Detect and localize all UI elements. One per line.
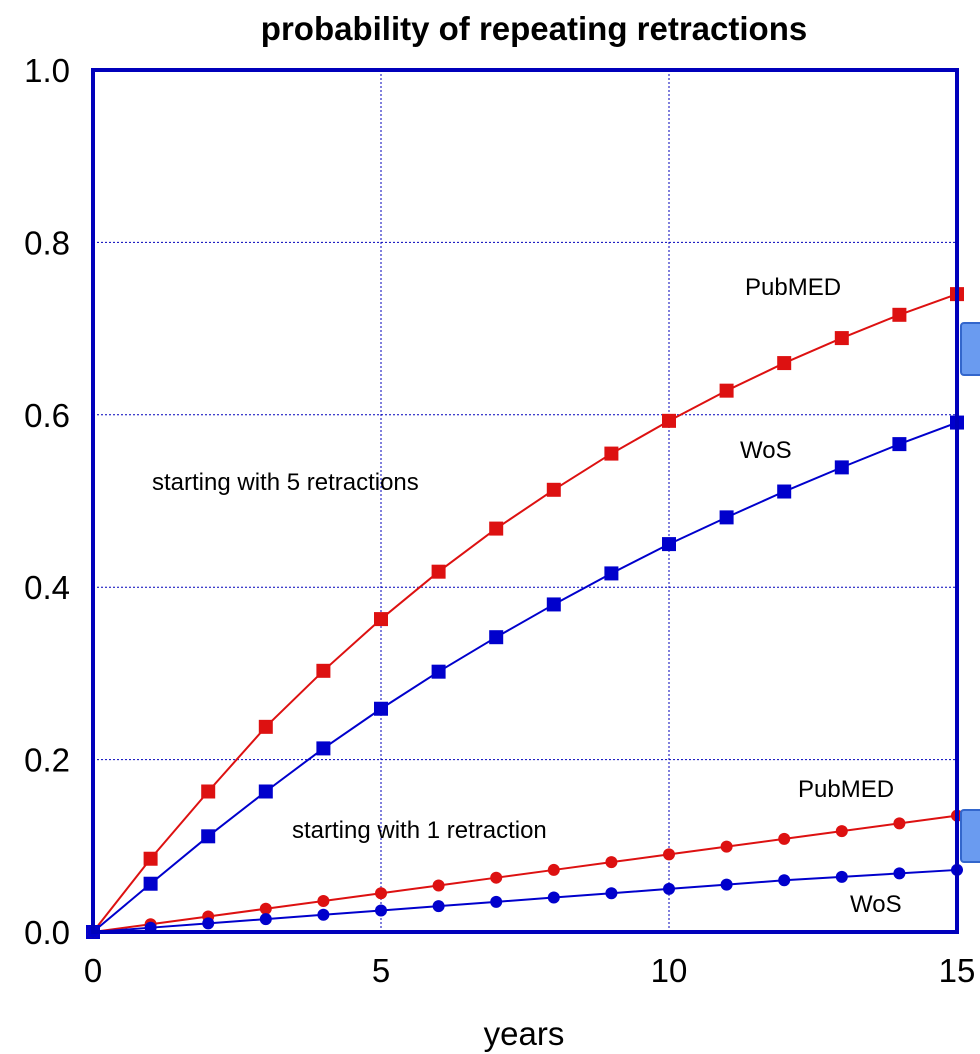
data-point xyxy=(489,630,504,645)
y-tick-label: 0.6 xyxy=(24,397,70,434)
series-lines xyxy=(92,293,958,933)
data-point xyxy=(375,904,387,917)
x-axis-ticks: 0 5 10 15 xyxy=(84,952,976,989)
label-wos-1: WoS xyxy=(850,891,902,918)
label-pubmed-1: PubMED xyxy=(798,776,894,803)
chart-title: probability of repeating retractions xyxy=(261,10,807,47)
data-point xyxy=(431,664,446,679)
data-point xyxy=(663,848,675,861)
gridlines xyxy=(93,70,957,932)
data-point xyxy=(604,446,619,461)
data-point xyxy=(662,537,676,552)
data-point xyxy=(489,521,504,536)
data-point xyxy=(604,566,619,581)
data-point xyxy=(777,484,792,499)
x-tick-label: 10 xyxy=(651,952,688,989)
data-point xyxy=(605,887,618,900)
data-point xyxy=(892,437,907,452)
data-point xyxy=(834,331,849,346)
data-point xyxy=(201,829,216,844)
data-point xyxy=(490,871,503,884)
data-point xyxy=(778,832,791,845)
series-markers xyxy=(86,287,964,939)
y-tick-label: 1.0 xyxy=(24,52,70,89)
data-point xyxy=(547,891,560,904)
data-point xyxy=(317,908,330,921)
series-line-2 xyxy=(92,814,958,933)
y-tick-label: 0.4 xyxy=(24,569,70,606)
data-point xyxy=(317,894,330,907)
data-point xyxy=(259,913,272,926)
data-point xyxy=(258,784,273,799)
data-point xyxy=(201,784,216,799)
clipped-callout-upper xyxy=(960,322,980,376)
plot-frame xyxy=(91,68,959,934)
data-point xyxy=(835,825,848,838)
x-tick-label: 15 xyxy=(939,952,976,989)
data-point xyxy=(143,876,158,891)
annotation-5-retractions: starting with 5 retractions xyxy=(152,469,419,496)
series-line-0 xyxy=(92,293,958,933)
series-line-3 xyxy=(92,868,958,933)
data-point xyxy=(202,917,215,930)
data-point xyxy=(432,879,445,892)
data-point xyxy=(316,741,331,756)
data-point xyxy=(546,597,561,612)
data-point xyxy=(259,902,272,915)
y-axis-ticks: 0.0 0.2 0.4 0.6 0.8 1.0 xyxy=(24,52,70,951)
data-point xyxy=(374,701,388,716)
data-point xyxy=(490,895,503,908)
data-point xyxy=(143,851,158,866)
data-point xyxy=(720,840,733,853)
annotation-1-retraction: starting with 1 retraction xyxy=(292,817,547,844)
data-point xyxy=(835,870,848,883)
data-point xyxy=(893,817,906,830)
x-axis-label: years xyxy=(484,1015,565,1052)
data-point xyxy=(605,856,618,869)
y-tick-label: 0.8 xyxy=(24,224,70,261)
data-point xyxy=(777,356,792,371)
data-point xyxy=(431,564,446,579)
data-point xyxy=(719,383,734,398)
data-point xyxy=(432,900,445,913)
data-point xyxy=(374,612,388,627)
data-point xyxy=(892,307,907,322)
data-point xyxy=(719,510,734,525)
label-pubmed-5: PubMED xyxy=(745,274,841,301)
data-point xyxy=(316,663,331,678)
data-point xyxy=(375,887,387,900)
y-tick-label: 0.0 xyxy=(24,914,70,951)
data-point xyxy=(720,878,733,891)
data-point xyxy=(662,413,676,428)
data-point xyxy=(834,460,849,475)
data-point xyxy=(546,482,561,497)
x-tick-label: 5 xyxy=(372,952,390,989)
x-tick-label: 0 xyxy=(84,952,102,989)
series-line-1 xyxy=(92,421,958,933)
y-tick-label: 0.2 xyxy=(24,742,70,779)
data-point xyxy=(258,719,273,734)
label-wos-5: WoS xyxy=(740,437,792,464)
data-point xyxy=(893,867,906,880)
data-point xyxy=(547,863,560,876)
data-point xyxy=(663,882,675,895)
clipped-callout-lower xyxy=(960,809,980,863)
data-point xyxy=(778,874,791,887)
